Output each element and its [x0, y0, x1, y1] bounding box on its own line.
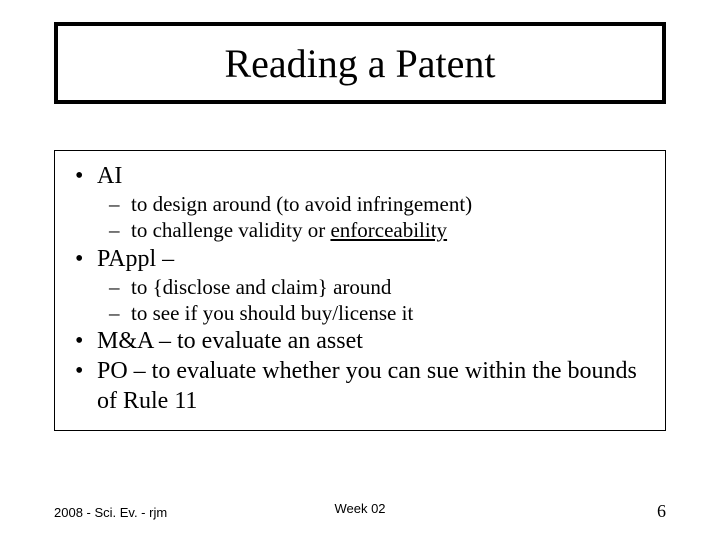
bullet-text: PAppl –: [97, 244, 174, 274]
bullet-text: to design around (to avoid infringement): [131, 191, 472, 217]
bullet-subitem: – to challenge validity or enforceabilit…: [109, 217, 649, 243]
dash-marker: –: [109, 274, 131, 300]
text-plain: to challenge validity or: [131, 218, 330, 242]
text-underline: enforceability: [330, 218, 447, 242]
slide-title: Reading a Patent: [224, 40, 495, 87]
bullet-text: AI: [97, 161, 122, 191]
dash-marker: –: [109, 300, 131, 326]
bullet-subitem: – to design around (to avoid infringemen…: [109, 191, 649, 217]
dash-marker: –: [109, 217, 131, 243]
footer: 2008 - Sci. Ev. - rjm Week 02 6: [54, 501, 666, 522]
bullet-text: PO – to evaluate whether you can sue wit…: [97, 356, 649, 416]
bullet-item: • AI: [75, 161, 649, 191]
bullet-item: • PAppl –: [75, 244, 649, 274]
bullet-item: • PO – to evaluate whether you can sue w…: [75, 356, 649, 416]
footer-left: 2008 - Sci. Ev. - rjm: [54, 505, 167, 520]
bullet-text: to {disclose and claim} around: [131, 274, 391, 300]
bullet-item: • M&A – to evaluate an asset: [75, 326, 649, 356]
bullet-text: to challenge validity or enforceability: [131, 217, 447, 243]
footer-center: Week 02: [334, 501, 385, 516]
bullet-marker: •: [75, 244, 97, 274]
bullet-subitem: – to {disclose and claim} around: [109, 274, 649, 300]
bullet-text: M&A – to evaluate an asset: [97, 326, 363, 356]
dash-marker: –: [109, 191, 131, 217]
body-box: • AI – to design around (to avoid infrin…: [54, 150, 666, 431]
bullet-marker: •: [75, 356, 97, 416]
title-box: Reading a Patent: [54, 22, 666, 104]
page-number: 6: [657, 501, 666, 522]
bullet-text: to see if you should buy/license it: [131, 300, 413, 326]
bullet-marker: •: [75, 161, 97, 191]
bullet-subitem: – to see if you should buy/license it: [109, 300, 649, 326]
bullet-marker: •: [75, 326, 97, 356]
